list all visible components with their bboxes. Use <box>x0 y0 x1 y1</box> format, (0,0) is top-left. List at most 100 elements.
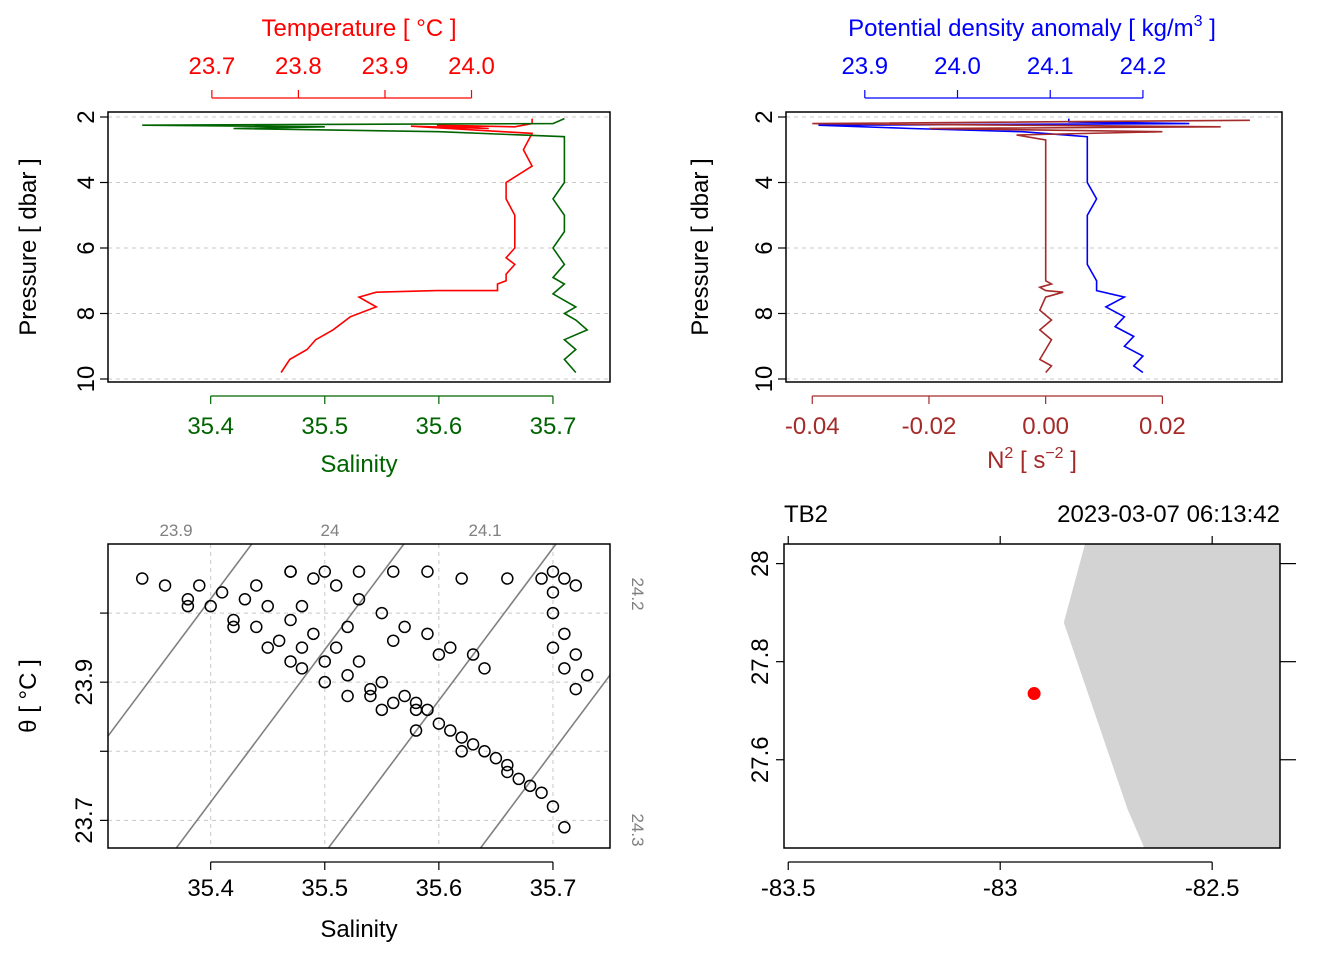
station-map-panel: TB2 2023-03-07 06:13:42 -83.5 -83 -82.5 27.6 2… <box>747 501 1296 902</box>
x-tick-label: 35.7 <box>530 875 577 902</box>
bottom-axis-title-unit-close: ] <box>1064 447 1077 474</box>
ts-point <box>455 745 468 758</box>
isopycnal-label: 24.1 <box>468 521 501 540</box>
ts-point <box>272 634 286 647</box>
ts-point <box>546 641 560 654</box>
y-tick-label: 10 <box>73 366 100 393</box>
isopycnal-label: 24.3 <box>628 813 647 846</box>
ts-point <box>284 655 297 668</box>
ts-point <box>318 675 332 689</box>
ts-point <box>307 572 320 585</box>
ts-point <box>284 613 297 627</box>
y-tick-label: 6 <box>73 241 100 254</box>
series-line-salinity <box>142 117 589 374</box>
ts-point <box>398 689 411 703</box>
ts-point <box>181 599 195 613</box>
x-axis-title: Salinity <box>320 916 397 943</box>
ts-point <box>295 641 309 654</box>
ts-point <box>329 641 343 654</box>
ts-point <box>409 724 423 737</box>
ts-point <box>386 696 400 710</box>
top-axis-tick-label: 23.7 <box>189 53 236 80</box>
plot-frame <box>783 543 1281 849</box>
bottom-axis-tick-label: 35.6 <box>416 413 463 440</box>
ts-point <box>535 572 548 585</box>
top-axis-title-suffix: ] <box>1203 15 1216 42</box>
ts-point <box>386 565 400 578</box>
x-tick-label: 35.6 <box>416 875 463 902</box>
ts-point <box>261 599 274 613</box>
ts-point <box>432 648 446 661</box>
ts-point <box>466 738 480 751</box>
ts-point <box>250 620 263 634</box>
ts-point <box>444 641 457 654</box>
top-axis-title: Temperature [ °C ] <box>262 15 457 42</box>
temperature-salinity-profile-panel: 2 4 6 8 10 Pressure [ dbar ] 23.7 23.8 23.9 24.0 3… <box>15 15 611 478</box>
isopycnal-label: 24.2 <box>628 577 647 610</box>
ts-point <box>135 572 149 585</box>
plot-frame <box>785 111 1283 383</box>
y-tick-label: 8 <box>73 307 100 320</box>
ts-point <box>558 627 571 641</box>
ts-point <box>569 648 583 661</box>
ts-point <box>421 703 434 717</box>
ts-point <box>546 606 560 620</box>
ts-point <box>318 655 332 668</box>
ts-point <box>523 779 537 793</box>
y-axis-title: Pressure [ dbar ] <box>687 158 714 335</box>
ts-point <box>204 599 217 613</box>
top-axis-tick-label: 23.8 <box>275 53 322 80</box>
y-tick-label: 4 <box>751 176 778 189</box>
plot-frame <box>107 543 611 849</box>
ts-point <box>238 593 252 606</box>
station-label: TB2 <box>784 501 828 528</box>
y-tick-label: 23.9 <box>71 659 98 706</box>
y-tick-label: 23.7 <box>71 797 98 844</box>
series-line-temperature <box>280 118 534 373</box>
ts-point <box>558 662 571 675</box>
y-tick-label: 27.6 <box>747 736 774 783</box>
ts-point <box>501 758 514 772</box>
ts-point <box>261 641 274 654</box>
y-tick-label: 6 <box>751 241 778 254</box>
top-axis-title-sup: 3 <box>1194 13 1203 30</box>
isopycnal-line <box>633 544 861 848</box>
ts-point <box>444 724 457 737</box>
ts-point <box>284 565 297 578</box>
bottom-axis-tick-label: 0.02 <box>1139 413 1186 440</box>
ts-point-group <box>135 565 594 834</box>
ts-point <box>558 572 571 585</box>
x-tick-label: 35.4 <box>187 875 234 902</box>
ts-point <box>227 620 240 634</box>
ts-point <box>375 703 389 717</box>
y-tick-label: 2 <box>751 110 778 123</box>
ts-point <box>546 586 560 599</box>
ts-point <box>421 565 434 578</box>
ts-point <box>478 662 491 675</box>
top-axis-tick-label: 24.1 <box>1027 53 1074 80</box>
ts-point <box>329 579 343 592</box>
station-marker <box>1027 687 1041 701</box>
ts-point <box>398 620 411 634</box>
ts-point <box>352 565 366 578</box>
ts-point <box>193 579 206 592</box>
ts-point <box>512 772 525 786</box>
bottom-axis-tick-label: 0.00 <box>1022 413 1069 440</box>
bottom-axis-title: Salinity <box>320 451 397 478</box>
coastline-land <box>1063 544 1280 848</box>
bottom-axis-title-unit-text: [ s <box>1013 447 1045 474</box>
ts-point <box>352 655 366 668</box>
ts-point <box>489 751 503 765</box>
ts-point <box>466 648 480 661</box>
bottom-axis-title: N2 [ s−2 ] <box>987 445 1077 474</box>
ts-point <box>501 765 514 779</box>
y-tick-label: 2 <box>73 110 100 123</box>
y-axis-title: Pressure [ dbar ] <box>15 158 42 335</box>
ts-point <box>375 606 389 620</box>
y-tick-label: 4 <box>73 176 100 189</box>
y-tick-label: 8 <box>751 307 778 320</box>
ts-point <box>478 745 491 758</box>
y-tick-label: 27.8 <box>747 638 774 685</box>
bottom-axis-tick-label: 35.7 <box>530 413 577 440</box>
x-tick-label: 35.5 <box>301 875 348 902</box>
